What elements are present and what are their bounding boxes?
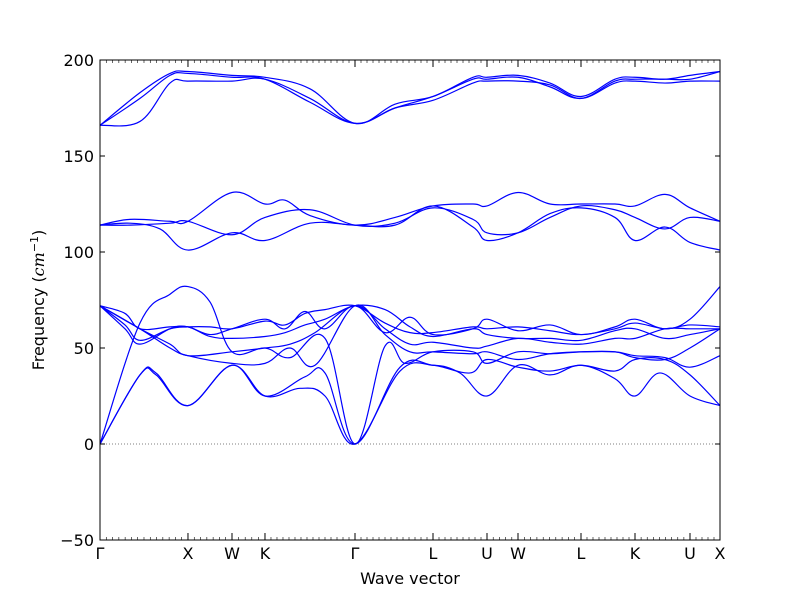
x-tick-label: Γ [96, 544, 105, 563]
x-tick-label: K [630, 544, 641, 563]
band-line-8 [99, 286, 721, 336]
band-line-2 [99, 357, 721, 445]
y-axis-label-unit: cm [29, 252, 48, 276]
band-line-9 [99, 205, 721, 251]
x-tick-label: K [260, 544, 271, 563]
plot-frame [99, 59, 721, 541]
y-tick-label: 0 [84, 435, 94, 454]
x-axis-label: Wave vector [360, 569, 460, 588]
band-line-10 [99, 205, 721, 236]
y-tick-label: −50 [60, 531, 94, 550]
x-tick-label: X [182, 544, 193, 563]
x-tick-label: X [715, 544, 726, 563]
x-tick-label: U [481, 544, 493, 563]
band-line-7 [99, 304, 721, 341]
band-line-5 [99, 305, 721, 357]
band-line-4 [99, 304, 721, 368]
y-axis-label-text: Frequency ( [29, 276, 48, 370]
band-line-12 [99, 77, 721, 127]
y-axis-label-close: ) [29, 230, 48, 236]
x-tick-label: U [684, 544, 696, 563]
band-line-14 [99, 70, 721, 126]
x-tick-label: L [429, 544, 438, 563]
y-tick-label: 200 [63, 51, 94, 70]
y-axis-ticks: −50 0 50 100 150 200 [60, 51, 720, 550]
y-tick-label: 50 [74, 339, 94, 358]
x-tick-label: Γ [351, 544, 360, 563]
y-axis-label-exponent: −1 [28, 236, 41, 252]
y-tick-label: 150 [63, 147, 94, 166]
band-line-3 [99, 285, 721, 445]
y-axis-label: Frequency (cm−1) [28, 230, 48, 371]
band-line-13 [99, 70, 721, 126]
band-line-11 [99, 191, 721, 226]
x-tick-label: W [510, 544, 526, 563]
band-lines [99, 70, 721, 445]
y-tick-label: 100 [63, 243, 94, 262]
x-tick-label: L [577, 544, 586, 563]
x-tick-label: W [224, 544, 240, 563]
